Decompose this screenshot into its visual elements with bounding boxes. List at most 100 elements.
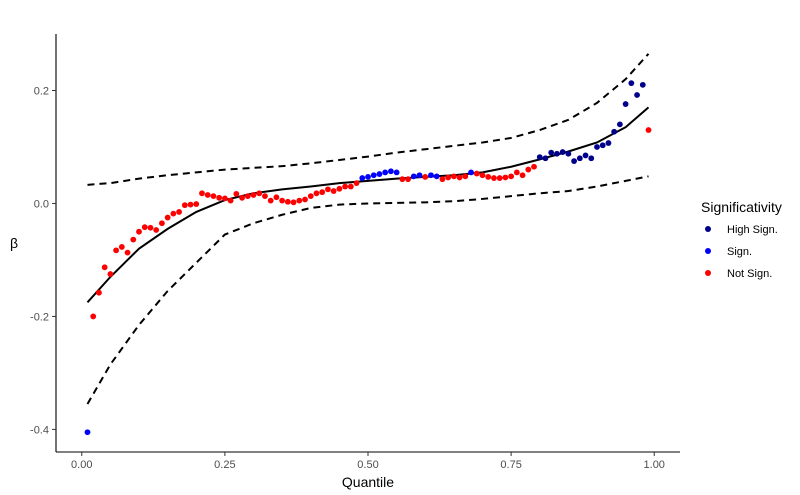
point-not-sign	[136, 228, 142, 235]
point-not-sign	[473, 170, 480, 177]
legend-item-high-sign: High Sign.	[705, 224, 778, 236]
point-sign	[365, 174, 371, 180]
point-not-sign	[273, 194, 280, 201]
point-sign	[468, 169, 474, 176]
point-not-sign	[193, 201, 200, 207]
point-not-sign	[439, 176, 446, 183]
y-axis-title: β	[10, 235, 18, 251]
point-not-sign	[307, 193, 314, 200]
point-not-sign	[187, 201, 194, 208]
point-sign	[376, 171, 383, 177]
point-sign	[410, 173, 417, 180]
point-not-sign	[279, 197, 286, 204]
x-tick-label: 1.00	[644, 459, 665, 471]
point-not-sign	[330, 188, 337, 194]
legend-key-high-sign	[705, 226, 711, 232]
point-not-sign	[450, 173, 457, 180]
point-high-sign	[559, 149, 566, 155]
point-not-sign	[479, 172, 486, 179]
point-not-sign	[216, 194, 223, 201]
point-not-sign	[496, 175, 503, 181]
point-not-sign	[445, 174, 452, 181]
point-high-sign	[536, 154, 543, 161]
data-points	[84, 80, 652, 436]
point-high-sign	[576, 155, 583, 162]
point-not-sign	[227, 197, 234, 204]
point-not-sign	[96, 289, 102, 296]
point-not-sign	[239, 194, 245, 201]
point-high-sign	[565, 150, 572, 157]
point-not-sign	[405, 176, 411, 183]
x-tick-label: 0.50	[357, 459, 378, 471]
legend-item-not-sign: Not Sign.	[705, 268, 772, 280]
point-not-sign	[113, 247, 120, 254]
point-high-sign	[628, 80, 635, 87]
legend-label-not-sign: Not Sign.	[727, 268, 772, 280]
point-not-sign	[147, 224, 154, 231]
point-not-sign	[118, 244, 125, 250]
y-tick-label: 0.2	[34, 85, 49, 97]
point-not-sign	[267, 197, 274, 204]
point-high-sign	[599, 142, 606, 149]
upper-band-line	[87, 53, 650, 186]
legend-item-sign: Sign.	[705, 246, 752, 258]
estimate-line	[86, 106, 650, 303]
y-tick-label: 0.0	[34, 198, 49, 210]
point-not-sign	[399, 176, 406, 183]
point-not-sign	[502, 174, 509, 181]
point-high-sign	[582, 152, 589, 159]
point-high-sign	[571, 158, 577, 164]
point-not-sign	[250, 192, 257, 198]
point-not-sign	[342, 183, 349, 190]
point-sign	[387, 168, 394, 175]
point-not-sign	[290, 199, 297, 206]
point-not-sign	[204, 192, 211, 198]
point-sign	[370, 172, 377, 179]
point-not-sign	[153, 227, 160, 233]
point-not-sign	[302, 196, 308, 203]
legend-key-not-sign	[705, 270, 711, 276]
point-high-sign	[616, 121, 623, 128]
point-high-sign	[639, 81, 646, 88]
point-not-sign	[159, 220, 165, 227]
point-high-sign	[548, 149, 555, 156]
point-not-sign	[313, 190, 320, 197]
point-not-sign	[284, 198, 291, 205]
point-high-sign	[594, 144, 600, 150]
point-not-sign	[485, 174, 492, 180]
point-not-sign	[325, 186, 331, 193]
point-not-sign	[101, 264, 108, 271]
point-not-sign	[422, 174, 429, 180]
point-not-sign	[531, 163, 537, 170]
point-high-sign	[622, 101, 629, 107]
y-tick-label: -0.4	[30, 424, 49, 436]
point-not-sign	[456, 174, 463, 181]
point-not-sign	[176, 209, 182, 215]
point-high-sign	[611, 128, 618, 135]
legend-label-sign: Sign.	[727, 246, 752, 258]
point-not-sign	[645, 127, 652, 133]
point-not-sign	[491, 175, 497, 181]
x-axis-ticks: 0.00 0.25 0.50 0.75 1.00	[71, 452, 665, 471]
point-not-sign	[519, 172, 526, 179]
point-not-sign	[199, 190, 205, 197]
legend-key-sign	[705, 248, 711, 254]
plot-area: 0.00 0.25 0.50 0.75 1.00 -0.4 -0.2 0.0 0.2	[30, 34, 680, 471]
point-not-sign	[319, 189, 326, 196]
point-not-sign	[141, 224, 148, 231]
point-not-sign	[513, 169, 520, 176]
point-not-sign	[262, 193, 268, 200]
y-axis-ticks: -0.4 -0.2 0.0 0.2	[30, 85, 56, 436]
x-tick-label: 0.00	[71, 459, 92, 471]
point-not-sign	[210, 193, 217, 200]
legend-entries: High Sign. Sign. Not Sign.	[705, 224, 778, 280]
x-tick-label: 0.75	[500, 459, 521, 471]
y-tick-label: -0.2	[30, 311, 49, 323]
point-not-sign	[244, 193, 251, 200]
legend-title: Significativity	[701, 199, 782, 215]
point-high-sign	[605, 140, 612, 146]
point-not-sign	[130, 236, 137, 243]
point-sign	[382, 169, 389, 176]
point-not-sign	[233, 190, 240, 197]
